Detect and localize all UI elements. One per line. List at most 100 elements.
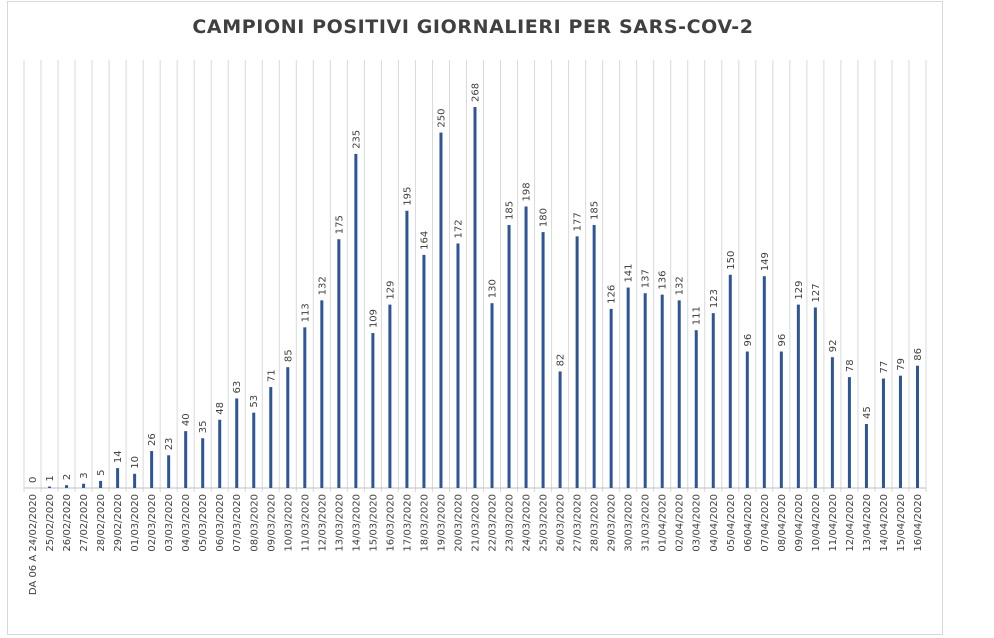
bar <box>337 239 341 488</box>
x-tick-label: 10/04/2020 <box>811 494 822 552</box>
bar <box>252 412 256 488</box>
x-tick-label: 27/02/2020 <box>79 494 90 552</box>
data-label: 164 <box>419 231 430 250</box>
data-label: 53 <box>249 395 260 408</box>
x-tick-label: 09/03/2020 <box>266 494 277 552</box>
bar <box>99 480 103 488</box>
x-tick-label: 07/04/2020 <box>760 494 771 552</box>
data-label: 23 <box>164 438 175 451</box>
data-label: 63 <box>232 381 243 394</box>
x-tick-label: 30/03/2020 <box>624 494 635 552</box>
x-tick-label: 05/03/2020 <box>198 494 209 552</box>
bar <box>371 333 375 488</box>
x-tick-label: 27/03/2020 <box>573 494 584 552</box>
bar <box>286 367 290 488</box>
x-tick-label: 01/03/2020 <box>130 494 141 552</box>
x-tick-label: DA 06 A 24/02/2020 <box>28 494 39 595</box>
bar <box>779 351 783 488</box>
x-tick-label: 26/02/2020 <box>62 494 73 552</box>
x-tick-label: 07/03/2020 <box>232 494 243 552</box>
data-label: 45 <box>862 406 873 419</box>
bar <box>456 243 460 488</box>
x-tick-label: 12/03/2020 <box>317 494 328 552</box>
data-label: 132 <box>675 276 686 295</box>
data-label: 26 <box>147 433 158 446</box>
data-label: 35 <box>198 421 209 434</box>
data-label: 129 <box>794 281 805 300</box>
data-label: 126 <box>607 285 618 304</box>
x-tick-label: 10/03/2020 <box>283 494 294 552</box>
bar <box>762 276 766 488</box>
bar <box>303 327 307 488</box>
data-label: 48 <box>215 402 226 415</box>
data-label: 123 <box>709 289 720 308</box>
data-label: 268 <box>471 83 482 102</box>
bar <box>830 357 834 488</box>
x-tick-label: 16/04/2020 <box>913 494 924 552</box>
x-tick-label: 02/04/2020 <box>675 494 686 552</box>
bar <box>269 387 273 488</box>
data-label: 177 <box>573 212 584 231</box>
x-tick-label: 28/03/2020 <box>590 494 601 552</box>
x-tick-label: 06/03/2020 <box>215 494 226 552</box>
x-tick-label: 12/04/2020 <box>845 494 856 552</box>
bar <box>796 304 800 488</box>
bar <box>694 330 698 488</box>
x-tick-label: 23/03/2020 <box>505 494 516 552</box>
bar <box>133 473 137 488</box>
bar <box>813 307 817 488</box>
data-label: 136 <box>658 271 669 290</box>
data-label: 235 <box>351 130 362 149</box>
bar <box>558 371 562 488</box>
data-label: 77 <box>879 361 890 374</box>
x-tick-label: 04/04/2020 <box>709 494 720 552</box>
data-label: 129 <box>385 281 396 300</box>
bar <box>116 468 120 488</box>
x-tick-label: 01/04/2020 <box>658 494 669 552</box>
bar <box>745 351 749 488</box>
data-label: 195 <box>402 187 413 206</box>
data-label: 180 <box>539 208 550 227</box>
x-tick-label: 03/04/2020 <box>692 494 703 552</box>
bar <box>524 206 528 488</box>
data-label: 3 <box>79 472 90 478</box>
bar <box>609 308 613 488</box>
x-tick-label: 02/03/2020 <box>147 494 158 552</box>
bar <box>626 287 630 488</box>
x-tick-label: 08/03/2020 <box>249 494 260 552</box>
data-label: 82 <box>556 354 567 367</box>
data-label: 175 <box>334 215 345 234</box>
data-label: 79 <box>896 358 907 371</box>
bar <box>235 398 239 488</box>
data-label: 109 <box>368 309 379 328</box>
bar <box>881 378 885 488</box>
bar <box>711 313 715 488</box>
data-label: 250 <box>436 108 447 127</box>
bar <box>388 304 392 488</box>
chart-title: CAMPIONI POSITIVI GIORNALIERI PER SARS-C… <box>192 16 754 38</box>
data-label: 86 <box>913 348 924 361</box>
data-label: 150 <box>726 251 737 270</box>
bar <box>167 455 171 488</box>
data-label: 127 <box>811 283 822 302</box>
data-label: 2 <box>62 474 73 480</box>
x-tick-label: 04/03/2020 <box>181 494 192 552</box>
bar <box>48 486 52 488</box>
bar <box>320 300 324 488</box>
bar <box>82 483 86 488</box>
data-label: 85 <box>283 349 294 362</box>
bar <box>422 254 426 488</box>
x-tick-label: 16/03/2020 <box>385 494 396 552</box>
x-tick-label: 17/03/2020 <box>402 494 413 552</box>
bar <box>677 300 681 488</box>
x-tick-label: 13/03/2020 <box>334 494 345 552</box>
data-label: 137 <box>641 269 652 288</box>
x-tick-label: 05/04/2020 <box>726 494 737 552</box>
bar <box>898 375 902 488</box>
x-tick-label: 29/02/2020 <box>113 494 124 552</box>
bar <box>405 210 409 488</box>
x-tick-label: 21/03/2020 <box>471 494 482 552</box>
data-label: 185 <box>590 201 601 220</box>
data-label: 113 <box>300 303 311 322</box>
